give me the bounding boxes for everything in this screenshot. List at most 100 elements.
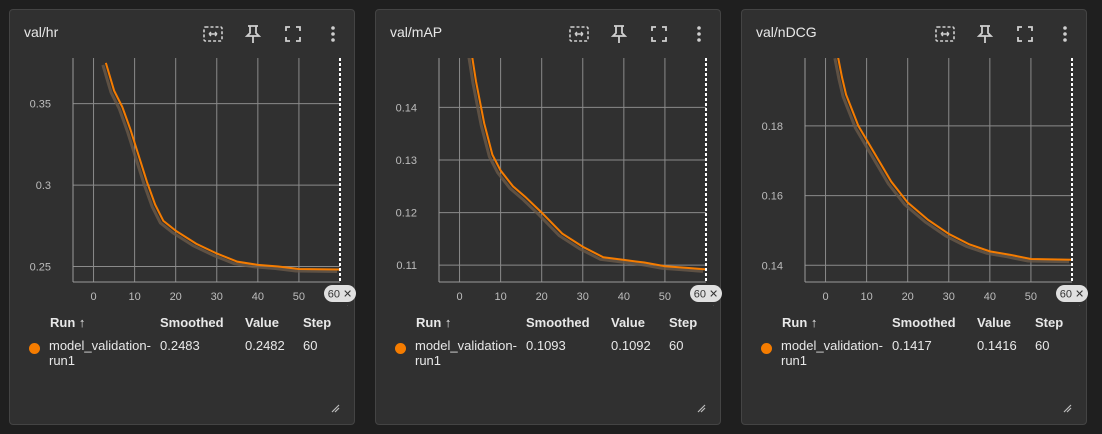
card-resize-icon[interactable] (330, 400, 340, 413)
more-vert-icon (1062, 25, 1068, 43)
raw-series-line (101, 64, 338, 273)
more-vert-icon (330, 25, 336, 43)
y-tick-label: 0.14 (762, 260, 783, 272)
run-value: 0.1092 (611, 338, 651, 353)
chart-card: val/hr 0 10 20 30 40 50 0.25 0.3 0.35 60 ✕ Run ↑ Smo… (9, 9, 356, 425)
chart-card: val/nDCG 0 10 20 30 40 50 0.14 0.16 0.18 60 ✕ Run ↑… (741, 9, 1088, 425)
table-header-smoothed: Smoothed (160, 315, 224, 330)
run-smoothed: 0.2483 (160, 338, 200, 353)
x-tick-label: 0 (90, 291, 96, 303)
fullscreen-icon (650, 25, 668, 43)
run-color-dot[interactable] (761, 343, 772, 354)
table-header-step: Step (669, 315, 698, 330)
fit-domain-button[interactable] (567, 22, 591, 46)
step-badge-label: 60 ✕ (328, 289, 353, 301)
pin-button[interactable] (607, 22, 631, 46)
table-header-value: Value (977, 315, 1011, 330)
run-name: model_validation-run1 (49, 338, 151, 368)
fit-domain-icon (934, 25, 956, 43)
pin-icon (610, 24, 628, 44)
y-tick-label: 0.18 (762, 121, 783, 133)
fit-domain-button[interactable] (201, 22, 225, 46)
step-badge[interactable]: 60 ✕ (690, 285, 722, 302)
x-tick-label: 50 (293, 291, 305, 303)
more-options-button[interactable] (1053, 22, 1077, 46)
run-name-line2: run1 (415, 353, 442, 368)
series-line (471, 58, 706, 271)
line-chart[interactable]: 0 10 20 30 40 50 0.14 0.16 0.18 60 ✕ (742, 56, 1088, 306)
run-name: model_validation-run1 (781, 338, 883, 368)
table-header-run[interactable]: Run ↑ (416, 315, 452, 330)
run-name-line1: model_validation- (49, 338, 151, 353)
raw-series-line (467, 58, 704, 273)
fullscreen-icon (1016, 25, 1034, 43)
step-badge[interactable]: 60 ✕ (1056, 285, 1088, 302)
y-tick-label: 0.35 (30, 99, 51, 111)
run-value: 0.1416 (977, 338, 1017, 353)
y-tick-label: 0.13 (396, 155, 417, 167)
pin-button[interactable] (241, 22, 265, 46)
step-badge[interactable]: 60 ✕ (324, 285, 356, 302)
step-badge-label: 60 ✕ (1060, 289, 1085, 301)
x-tick-label: 50 (1025, 291, 1037, 303)
x-tick-label: 50 (659, 291, 671, 303)
run-smoothed: 0.1417 (892, 338, 932, 353)
table-header-run[interactable]: Run ↑ (782, 315, 818, 330)
line-chart[interactable]: 0 10 20 30 40 50 0.11 0.12 0.13 0.14 60 ✕ (376, 56, 722, 306)
chart-card: val/mAP 0 10 20 30 40 50 0.11 0.12 0.13 0.14 60 ✕ Ru… (375, 9, 722, 425)
run-name-line2: run1 (781, 353, 808, 368)
pin-icon (244, 24, 262, 44)
more-options-button[interactable] (321, 22, 345, 46)
line-chart[interactable]: 0 10 20 30 40 50 0.25 0.3 0.35 60 ✕ (10, 56, 356, 306)
table-header-step: Step (303, 315, 332, 330)
table-header-smoothed: Smoothed (526, 315, 590, 330)
card-title: val/hr (24, 24, 59, 40)
x-tick-label: 30 (211, 291, 223, 303)
x-tick-label: 10 (128, 291, 140, 303)
x-tick-label: 20 (536, 291, 548, 303)
run-name-line1: model_validation- (415, 338, 517, 353)
table-header-run[interactable]: Run ↑ (50, 315, 86, 330)
fullscreen-button[interactable] (281, 22, 305, 46)
fit-domain-icon (568, 25, 590, 43)
x-tick-label: 30 (943, 291, 955, 303)
more-options-button[interactable] (687, 22, 711, 46)
table-header-value: Value (611, 315, 645, 330)
x-tick-label: 20 (170, 291, 182, 303)
fullscreen-icon (284, 25, 302, 43)
run-value: 0.2482 (245, 338, 285, 353)
run-name-line2: run1 (49, 353, 76, 368)
x-tick-label: 0 (456, 291, 462, 303)
series-line (104, 62, 340, 271)
run-step: 60 (669, 338, 684, 353)
y-tick-label: 0.12 (396, 208, 417, 220)
run-smoothed: 0.1093 (526, 338, 566, 353)
card-title: val/nDCG (756, 24, 817, 40)
run-color-dot[interactable] (395, 343, 406, 354)
card-resize-icon[interactable] (1062, 400, 1072, 413)
y-tick-label: 0.11 (396, 260, 417, 272)
pin-icon (976, 24, 994, 44)
y-tick-label: 0.14 (396, 102, 417, 114)
run-step: 60 (303, 338, 318, 353)
step-badge-label: 60 ✕ (694, 289, 719, 301)
fit-domain-icon (202, 25, 224, 43)
run-color-dot[interactable] (29, 343, 40, 354)
y-tick-label: 0.3 (36, 180, 51, 192)
pin-button[interactable] (973, 22, 997, 46)
run-step: 60 (1035, 338, 1050, 353)
fit-domain-button[interactable] (933, 22, 957, 46)
more-vert-icon (696, 25, 702, 43)
fullscreen-button[interactable] (647, 22, 671, 46)
run-name: model_validation-run1 (415, 338, 517, 368)
table-header-smoothed: Smoothed (892, 315, 956, 330)
fullscreen-button[interactable] (1013, 22, 1037, 46)
card-resize-icon[interactable] (696, 400, 706, 413)
x-tick-label: 10 (860, 291, 872, 303)
run-name-line1: model_validation- (781, 338, 883, 353)
x-tick-label: 40 (984, 291, 996, 303)
raw-series-line (833, 58, 1070, 264)
x-tick-label: 40 (618, 291, 630, 303)
x-tick-label: 20 (902, 291, 914, 303)
series-line (837, 58, 1072, 261)
